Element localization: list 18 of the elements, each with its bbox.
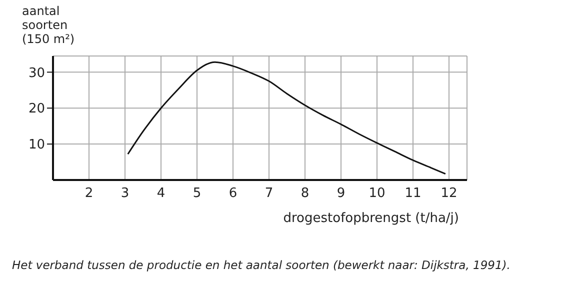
x-tick-label: 6 <box>228 186 238 202</box>
text: Het verband tussen de productie en het aantal soorten (bewerkt naar: Dijkstra, 1991). <box>12 258 510 272</box>
x-tick-label: 8 <box>300 186 310 202</box>
x-tick-label: 7 <box>264 186 274 202</box>
y-tick-label: 20 <box>28 102 45 117</box>
x-tick-label: 4 <box>156 186 166 202</box>
x-tick-label: 2 <box>84 186 94 202</box>
x-tick-label: 3 <box>120 186 130 202</box>
x-tick-label: 5 <box>192 186 202 202</box>
x-axis-title: drogestofopbrengst (t/ha/j) <box>283 211 459 226</box>
y-tick-label: 30 <box>28 66 45 81</box>
x-tick-label: 12 <box>440 186 458 202</box>
x-tick-label: 11 <box>404 186 422 202</box>
y-axis-title: aantal soorten (150 m²) <box>22 4 76 46</box>
x-tick-label: 10 <box>368 186 386 202</box>
x-tick-label: 9 <box>336 186 346 202</box>
line-series <box>127 61 446 175</box>
y-tick-label: 10 <box>28 138 45 153</box>
